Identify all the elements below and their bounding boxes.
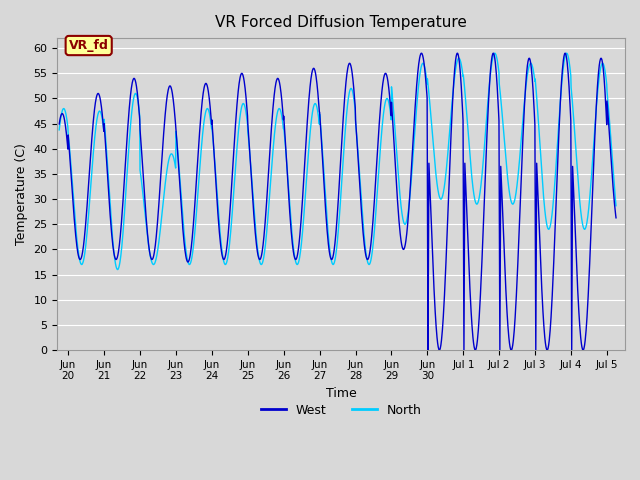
Legend: West, North: West, North [256,399,426,422]
Text: VR_fd: VR_fd [68,39,109,52]
Title: VR Forced Diffusion Temperature: VR Forced Diffusion Temperature [215,15,467,30]
Y-axis label: Temperature (C): Temperature (C) [15,143,28,245]
X-axis label: Time: Time [326,387,356,400]
